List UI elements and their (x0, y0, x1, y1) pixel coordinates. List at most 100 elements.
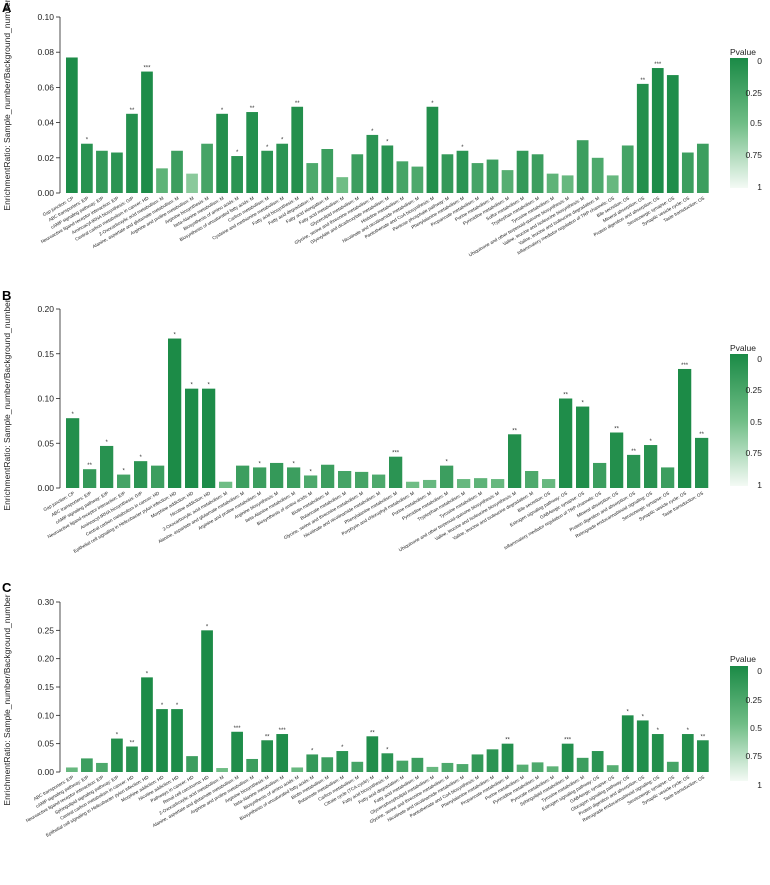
bar (66, 767, 78, 772)
bar (426, 766, 439, 772)
bar (561, 175, 574, 193)
bar (456, 150, 469, 193)
bar (126, 746, 138, 772)
significance-label: ** (512, 428, 517, 434)
bar (66, 57, 78, 194)
legend-tick: 0 (757, 354, 762, 364)
significance-label: * (461, 145, 464, 151)
bar (531, 154, 544, 193)
significance-label: ** (250, 106, 255, 112)
legend-colorbar (730, 58, 748, 188)
bar (372, 474, 386, 488)
bar (66, 418, 80, 488)
significance-label: * (445, 460, 448, 466)
significance-label: *** (392, 451, 400, 457)
bar (168, 338, 182, 488)
bar (381, 753, 394, 772)
significance-label: * (206, 624, 209, 630)
panel-a: A EnrichmentRatio: Sample_number/Backgro… (2, 0, 762, 257)
significance-label: * (371, 129, 374, 135)
bar (134, 461, 148, 488)
bar (141, 71, 153, 193)
bar (666, 75, 679, 193)
bar (304, 475, 318, 488)
bar (610, 432, 624, 488)
significance-label: ** (505, 738, 510, 744)
bar (486, 159, 499, 193)
bar (81, 143, 93, 193)
bar (559, 398, 573, 488)
panel-b-ylabel: EnrichmentRatio: Sample_number/Backgroun… (2, 299, 12, 510)
bar (336, 177, 349, 193)
significance-label: * (431, 101, 434, 107)
bar (126, 113, 138, 193)
bar (591, 751, 604, 772)
panel-b-legend: Pvalue 0 0.25 0.5 0.75 1 (730, 343, 762, 490)
y-tick-label: 0.00 (37, 188, 54, 198)
significance-label: * (71, 412, 74, 418)
bar (151, 465, 165, 488)
bar (396, 760, 409, 772)
bar (171, 150, 183, 193)
significance-label: * (341, 745, 344, 751)
y-tick-label: 0.05 (37, 739, 54, 749)
bar (117, 474, 131, 488)
bar (441, 154, 454, 193)
bar (681, 152, 694, 193)
bar (678, 368, 692, 488)
bar (355, 471, 369, 488)
y-tick-label: 0.20 (37, 304, 54, 314)
bar (542, 479, 556, 488)
bar (201, 143, 213, 193)
significance-label: *** (654, 62, 662, 68)
bar (236, 465, 250, 488)
bar (411, 757, 424, 772)
significance-label: * (207, 383, 210, 389)
bar (441, 762, 454, 772)
bar (186, 756, 198, 772)
significance-label: ** (640, 78, 645, 84)
bar (651, 68, 664, 193)
bar (486, 749, 499, 772)
significance-label: ** (265, 734, 270, 740)
significance-label: ** (295, 101, 300, 107)
bar (411, 166, 424, 193)
bar (141, 677, 153, 772)
bar (423, 479, 437, 488)
significance-label: *** (279, 728, 287, 734)
significance-label: *** (681, 363, 689, 369)
bar (396, 161, 409, 193)
bar (576, 757, 589, 772)
bar (81, 758, 93, 772)
significance-label: * (386, 139, 389, 145)
significance-label: *** (143, 66, 151, 72)
bar (471, 163, 484, 193)
bar (253, 467, 267, 488)
bar (456, 764, 469, 772)
bar (457, 479, 471, 488)
bar (366, 736, 379, 772)
legend-tick: 0 (757, 56, 762, 66)
bar (261, 150, 274, 193)
bar (287, 467, 301, 488)
y-tick-label: 0.20 (37, 654, 54, 664)
y-tick-label: 0.25 (37, 625, 54, 635)
bar (426, 106, 439, 193)
significance-label: * (258, 461, 261, 467)
bar (156, 168, 168, 193)
bar (576, 140, 589, 193)
legend-tick: 0.5 (750, 417, 762, 427)
legend-tick: 0.5 (750, 118, 762, 128)
legend-tick: 0.75 (745, 751, 762, 761)
significance-label: * (687, 728, 690, 734)
legend-tick: 1 (757, 480, 762, 490)
panel-a-ylabel: EnrichmentRatio: Sample_number/Backgroun… (2, 0, 12, 211)
panel-b: B EnrichmentRatio: Sample_number/Backgro… (2, 288, 762, 554)
significance-label: * (649, 439, 652, 445)
y-tick-label: 0.15 (37, 682, 54, 692)
bar (389, 456, 403, 488)
y-tick-label: 0.04 (37, 118, 54, 128)
bar (606, 765, 619, 772)
legend-tick: 0.75 (745, 448, 762, 458)
